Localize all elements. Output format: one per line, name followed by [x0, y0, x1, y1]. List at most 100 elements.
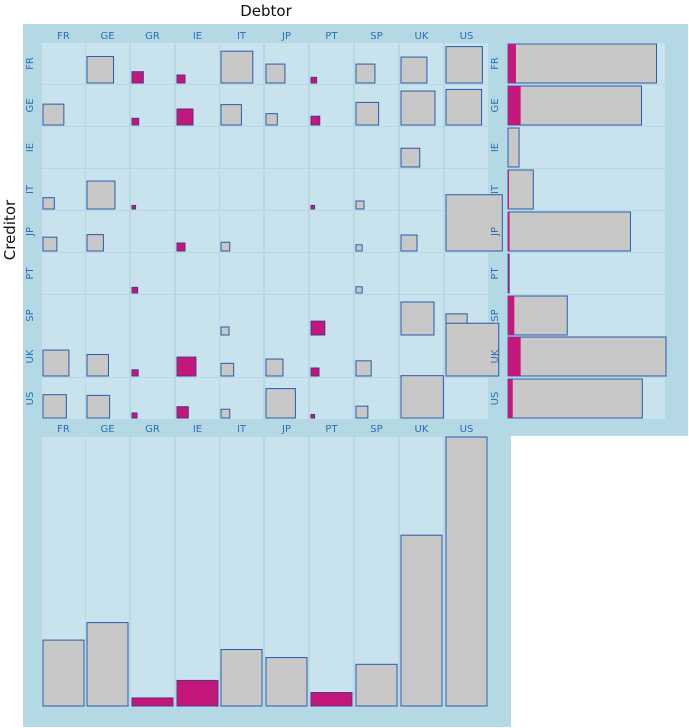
creditor-total-bar-UK [507, 336, 667, 377]
exposure-mark-FR-JP [265, 63, 286, 84]
debtor-total-track-SP [355, 437, 398, 706]
matrix-cell-US-US [445, 378, 488, 419]
debtor-tick-top-FR: FR [57, 31, 70, 42]
creditor-tick-left-PT: PT [25, 267, 36, 280]
creditor-tick-left-IT: IT [25, 184, 36, 194]
matrix-cell-IT-PT [310, 169, 353, 210]
debtor-tick-bottom-FR: FR [57, 424, 70, 435]
creditor-tick-left-JP: JP [25, 227, 36, 237]
debtor-tick-bottom-GE: GE [100, 424, 114, 435]
y-axis-title: Creditor [1, 199, 19, 260]
debtor-total-bar-FR [42, 639, 85, 707]
matrix-cell-IE-SP [355, 127, 398, 168]
creditor-tick-left-FR: FR [25, 57, 36, 70]
debtor-tick-top-GE: GE [100, 31, 114, 42]
matrix-cell-GE-GE [86, 85, 129, 126]
exposure-mark-FR-US [445, 46, 483, 84]
exposure-mark-US-JP [265, 388, 296, 419]
matrix-cell-SP-FR [42, 295, 85, 336]
exposure-mark-IT-FR [42, 197, 55, 210]
exposure-mark-UK-FR [42, 349, 70, 377]
exposure-mark-GE-IT [220, 104, 242, 126]
tick-labels: FR FR GE GE GR GR IE IE IT IT JP JP PT PT SP SP UK UK US US… [25, 31, 501, 435]
exposure-mark-SP-PT [310, 320, 326, 336]
creditor-total-bar-US [507, 378, 643, 419]
debtor-tick-top-IT: IT [237, 31, 247, 42]
matrix-cell-JP-PT [310, 211, 353, 252]
debtor-tick-bottom-US: US [460, 424, 474, 435]
creditor-tick-right-IE: IE [490, 143, 501, 152]
creditor-total-bar-JP [507, 211, 631, 252]
matrix-cell-IE-US [445, 127, 488, 168]
exposure-mark-JP-GE [86, 234, 104, 252]
debtor-total-bar-IE [176, 679, 219, 707]
debtor-total-bar-US [445, 436, 488, 707]
exposure-mark-JP-IT [220, 241, 231, 252]
matrix-cell-SP-SP [355, 295, 398, 336]
exposure-mark-FR-IT [220, 50, 254, 84]
matrix-cell-IE-PT [310, 127, 353, 168]
matrix-cell-IT-UK [400, 169, 443, 210]
matrix-cell-PT-IE [176, 253, 219, 294]
creditor-total-bar-IE [507, 127, 520, 168]
creditor-tick-left-GE: GE [25, 98, 36, 112]
creditor-tick-right-UK: UK [490, 349, 501, 363]
exposure-mark-GE-GR [131, 117, 140, 126]
creditor-risky-bar-PT [508, 254, 509, 293]
exposure-mark-GE-PT [310, 115, 321, 126]
exposure-mark-FR-GR [131, 71, 144, 84]
creditor-tick-left-US: US [25, 392, 36, 406]
exposure-mark-US-SP [355, 405, 369, 419]
matrix-cell-SP-JP [265, 295, 308, 336]
matrix-cell-FR-PT [310, 43, 353, 84]
matrix-cell-SP-IE [176, 295, 219, 336]
exposure-mark-US-IT [220, 408, 231, 419]
creditor-total-bar-SP [507, 295, 568, 336]
debtor-total-bar-SP [355, 663, 398, 707]
debtor-tick-top-IE: IE [193, 31, 202, 42]
exposure-mark-IT-GE [86, 180, 116, 210]
exposure-mark-US-UK [400, 375, 444, 419]
matrix-cell-PT-FR [42, 253, 85, 294]
exposure-mark-PT-GR [131, 286, 139, 294]
exposure-mark-GE-UK [400, 90, 436, 126]
exposure-mark-PT-SP [355, 286, 363, 294]
creditor-risky-bar-UK [508, 337, 521, 376]
matrix-cell-PT-IT [220, 253, 263, 294]
debtor-tick-bottom-JP: JP [281, 424, 291, 435]
creditor-tick-left-SP: SP [25, 309, 36, 321]
exposure-mark-US-GE [86, 394, 111, 419]
creditor-tick-right-PT: PT [490, 267, 501, 280]
matrix-cell-SP-GR [131, 295, 174, 336]
x-axis-title: Debtor [240, 2, 292, 20]
matrix-cell-IE-GR [131, 127, 174, 168]
creditor-tick-right-GE: GE [490, 98, 501, 112]
matrix-cell-IE-IT [220, 127, 263, 168]
matrix-cell-IT-JP [265, 169, 308, 210]
matrix-cell-FR-FR [42, 43, 85, 84]
creditor-risky-bar-GE [508, 86, 521, 125]
exposure-mark-GE-JP [265, 113, 278, 126]
exposure-mark-JP-FR [42, 236, 58, 252]
matrix-cell-IE-IE [176, 127, 219, 168]
exposure-mark-IT-GR [131, 204, 137, 210]
creditor-total-bar-IT [507, 169, 534, 210]
exposure-mark-UK-JP [265, 358, 284, 377]
creditor-tick-right-SP: SP [490, 309, 501, 321]
matrix-cell-US-GR [131, 378, 174, 419]
exposure-mark-US-GR [131, 412, 138, 419]
matrix-cell-IE-GE [86, 127, 129, 168]
matrix-cell-PT-GR [131, 253, 174, 294]
exposure-mark-FR-SP [355, 63, 376, 84]
data-marks [42, 43, 667, 707]
exposure-mark-GE-US [445, 88, 483, 126]
creditor-total-track-IE [507, 127, 665, 168]
debtor-tick-bottom-IE: IE [193, 424, 202, 435]
creditor-tick-right-FR: FR [490, 57, 501, 70]
debtor-tick-bottom-UK: UK [415, 424, 429, 435]
creditor-total-bar-FR [507, 43, 658, 84]
creditor-total-track-PT [507, 253, 665, 294]
exposure-mark-FR-PT [310, 76, 318, 84]
exposure-mark-FR-IE [176, 74, 186, 84]
